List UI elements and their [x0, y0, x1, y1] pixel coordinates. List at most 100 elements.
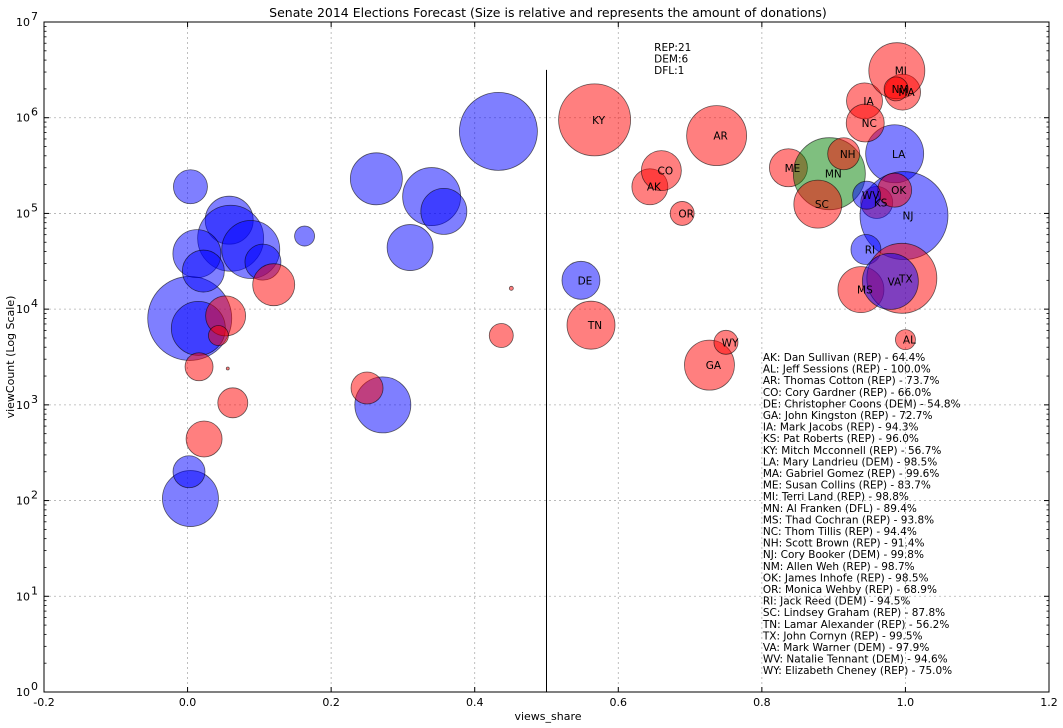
y-tick-label: 10 — [16, 399, 30, 412]
bubble-label: CO — [658, 166, 674, 178]
bubble-point — [208, 325, 229, 346]
bubble-label: NC — [862, 118, 877, 130]
bubble-label: AK — [647, 182, 662, 194]
x-tick-label: 0.2 — [322, 696, 340, 709]
y-tick-exponent: 1 — [31, 584, 38, 597]
candidate-list-item: NM: Allen Weh (REP) - 98.7% — [763, 561, 915, 573]
candidate-list-item: OR: Monica Wehby (REP) - 68.9% — [763, 584, 937, 596]
candidate-list-item: CO: Cory Gardner (REP) - 66.0% — [763, 387, 931, 399]
candidate-list-item: DE: Christopher Coons (DEM) - 54.8% — [763, 398, 961, 410]
bubble-point — [252, 263, 296, 307]
bubble-point — [294, 225, 315, 247]
party-tally-line: DFL:1 — [654, 65, 684, 77]
y-tick-exponent: 6 — [31, 106, 38, 119]
y-tick-label: 10 — [16, 16, 30, 29]
bubble-label: MA — [898, 87, 915, 99]
bubble-point — [184, 352, 214, 382]
x-tick-label: 0.6 — [610, 696, 628, 709]
bubble-point — [850, 234, 882, 265]
y-tick-label: 10 — [16, 207, 30, 220]
bubble-label: AR — [713, 131, 727, 143]
candidate-list-item: WY: Elizabeth Cheney (REP) - 75.0% — [763, 665, 952, 677]
x-tick-label: 1.0 — [897, 696, 915, 709]
candidate-list-item: RI: Jack Reed (DEM) - 94.5% — [763, 596, 911, 608]
x-tick-label: 0.8 — [753, 696, 771, 709]
bubble-label: MN — [825, 169, 842, 181]
plot-frame — [43, 21, 1050, 693]
y-tick-exponent: 0 — [31, 680, 38, 693]
bubble-point — [181, 249, 225, 293]
bubble-label: MS — [857, 285, 873, 297]
candidate-list-item: NC: Thom Tillis (REP) - 94.4% — [763, 526, 917, 538]
candidate-list-item: TN: Lamar Alexander (REP) - 56.2% — [762, 619, 950, 631]
candidate-list-item: AR: Thomas Cotton (REP) - 73.7% — [763, 375, 940, 387]
bubble-label: ME — [785, 163, 801, 175]
party-tally-line: REP:21 — [654, 42, 691, 54]
bubble-label: DE — [578, 275, 593, 287]
bubble-point — [845, 103, 885, 143]
candidate-list-item: KS: Pat Roberts (REP) - 96.0% — [763, 433, 919, 445]
bubble-point — [386, 224, 434, 271]
bubble-label: TN — [587, 320, 602, 332]
bubble-label: IA — [863, 96, 874, 108]
bubble-label: AL — [903, 335, 916, 347]
bubble-label: GA — [706, 360, 722, 372]
bubble-label: NH — [840, 149, 856, 161]
bubble-point — [883, 76, 909, 102]
candidate-list-item: OK: James Inhofe (REP) - 98.5% — [763, 572, 929, 584]
candidate-list-item: WV: Natalie Tennant (DEM) - 94.6% — [763, 654, 948, 666]
bubble-point — [827, 137, 861, 171]
bubble-label: NM — [892, 84, 909, 96]
bubble-label: LA — [892, 149, 906, 161]
bubble-label: WV — [862, 190, 880, 202]
x-tick-label: 0.0 — [179, 696, 197, 709]
x-tick-label: 0.4 — [466, 696, 484, 709]
bubble-point — [669, 201, 695, 226]
candidate-list-item: AK: Dan Sullivan (REP) - 64.4% — [763, 352, 925, 364]
bubble-point — [686, 105, 748, 167]
candidate-list-item: ME: Susan Collins (REP) - 83.7% — [763, 480, 931, 492]
candidate-list-item: MS: Thad Cochran (REP) - 93.8% — [763, 514, 934, 526]
bubble-label: TX — [898, 273, 913, 285]
bubble-label: RI — [865, 244, 875, 256]
bubble-label: OR — [678, 208, 694, 220]
candidate-list-item: VA: Mark Warner (DEM) - 97.9% — [763, 642, 929, 654]
bubbles — [147, 42, 949, 527]
bubble-point — [793, 179, 843, 229]
candidate-list-item: IA: Mark Jacobs (REP) - 94.3% — [763, 422, 919, 434]
bubble-point — [713, 329, 739, 355]
candidate-list-item: TX: John Cornyn (REP) - 99.5% — [762, 630, 923, 642]
x-axis-label: views_share — [514, 710, 581, 723]
bubble-label: NJ — [903, 211, 914, 223]
bubble-point — [895, 329, 916, 351]
y-axis-label: viewCount (Log Scale) — [4, 296, 17, 419]
bubble-label: KY — [592, 115, 606, 127]
candidate-list-item: MN: Al Franken (DFL) - 89.4% — [763, 503, 917, 515]
candidate-list-item: NH: Scott Brown (REP) - 91.4% — [763, 538, 925, 550]
bubble-point — [172, 455, 206, 489]
x-tick-label: 1.2 — [1040, 696, 1058, 709]
candidate-list-item: LA: Mary Landrieu (DEM) - 98.5% — [763, 456, 937, 468]
candidate-list-item: GA: John Kingston (REP) - 72.7% — [763, 410, 933, 422]
y-tick-label: 10 — [16, 590, 30, 603]
candidate-list-item: MA: Gabriel Gomez (REP) - 99.6% — [763, 468, 940, 480]
bubble-point — [217, 387, 249, 419]
candidate-list-item: NJ: Cory Booker (DEM) - 99.8% — [763, 549, 924, 561]
y-tick-exponent: 7 — [31, 10, 38, 23]
chart-title: Senate 2014 Elections Forecast (Size is … — [269, 5, 827, 20]
bubble-label: SC — [815, 199, 829, 211]
bubble-label: MI — [895, 66, 907, 78]
bubble-label: OK — [891, 185, 907, 197]
bubble-labels: AK AL AR CO DE GA IA KS KY LA MA ME MI MN MS NC NH NJ NM OK… — [578, 66, 916, 372]
bubble-point — [561, 260, 601, 300]
y-tick-exponent: 4 — [31, 297, 38, 310]
bubble-label: VA — [888, 276, 903, 288]
bubble-label: WY — [722, 337, 739, 349]
bubble-point — [861, 252, 919, 310]
bubble-point — [566, 300, 616, 350]
party-tally-line: DEM:6 — [654, 54, 688, 66]
candidate-list-item: AL: Jeff Sessions (REP) - 100.0% — [763, 364, 931, 376]
